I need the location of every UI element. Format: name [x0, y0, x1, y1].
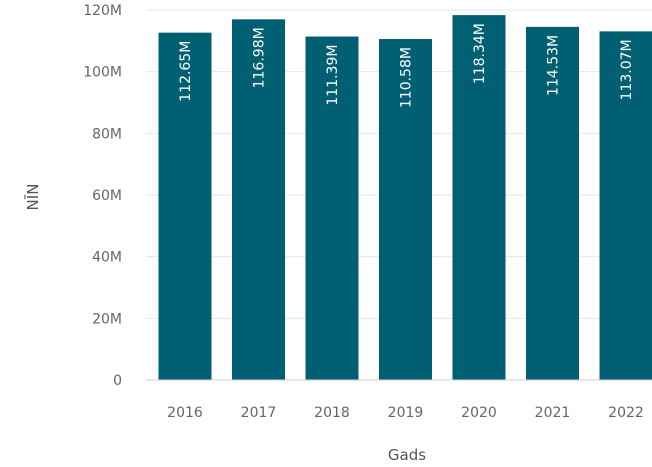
x-tick-label-2020: 2020: [461, 405, 497, 421]
bar-labels: 112.65M 116.98M 111.39M 110.58M 118.34M 114.5…: [178, 23, 635, 108]
bar-2016: [158, 32, 212, 380]
y-axis-title: NĪN: [24, 184, 42, 211]
data-label-2019: 110.58M: [399, 47, 415, 108]
x-tick-label-2017: 2017: [241, 405, 277, 421]
x-tick-label-2022: 2022: [608, 405, 644, 421]
bar-2017: [232, 19, 285, 380]
x-axis-title: Gads: [388, 446, 426, 464]
data-label-2018: 111.39M: [325, 45, 341, 106]
bar-2021: [526, 26, 579, 380]
data-label-2016: 112.65M: [178, 41, 194, 102]
y-tick-label: 20M: [92, 311, 122, 327]
data-label-2020: 118.34M: [472, 23, 488, 84]
y-tick-label: 40M: [92, 250, 122, 266]
data-label-2017: 116.98M: [252, 27, 268, 88]
x-tick-label-2021: 2021: [535, 405, 571, 421]
y-tick-label: 60M: [92, 188, 122, 204]
axes: 0 20M 40M 60M 80M 100M 120M 2016 2017 2018 2019 202…: [83, 3, 652, 421]
bars: [158, 15, 652, 381]
data-label-2022: 113.07M: [619, 39, 635, 100]
y-tick-label: 120M: [83, 3, 122, 19]
bar-2022: [599, 31, 652, 381]
bar-2019: [379, 39, 432, 381]
x-tick-label-2016: 2016: [167, 405, 203, 421]
x-tick-label-2018: 2018: [314, 405, 350, 421]
data-label-2021: 114.53M: [546, 35, 562, 96]
bar-2020: [452, 15, 506, 380]
y-tick-label: 80M: [92, 126, 122, 142]
y-tick-label: 0: [113, 373, 122, 389]
x-tick-label-2019: 2019: [388, 405, 424, 421]
y-tick-label: 100M: [83, 65, 122, 81]
bar-2018: [305, 36, 359, 381]
